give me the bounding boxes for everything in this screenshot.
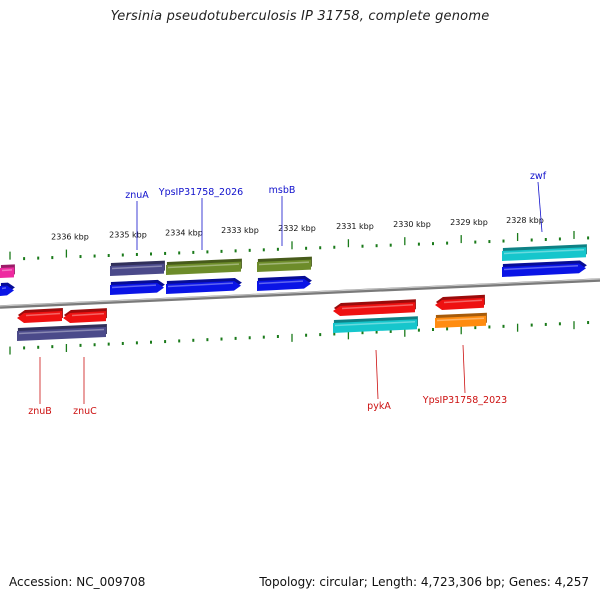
scale-label: 2332 kbp — [278, 224, 316, 233]
gene-highlight — [111, 265, 163, 270]
gene-highlight — [25, 312, 61, 317]
backbone-line — [0, 278, 600, 309]
scale-label: 2336 kbp — [51, 232, 89, 241]
gene-feature — [110, 279, 165, 295]
gene-feature — [166, 258, 242, 275]
gene-feature — [63, 308, 107, 323]
accession-text: Accession: NC_009708 — [9, 575, 146, 589]
gene-highlight — [503, 248, 585, 255]
gene-feature-layer — [0, 244, 587, 341]
gene-highlight — [503, 264, 579, 271]
gene-label-top: znuA — [125, 190, 149, 201]
gene-feature — [502, 260, 587, 277]
genome-backbone — [0, 278, 600, 309]
gene-feature — [435, 294, 485, 310]
gene-body — [0, 267, 14, 278]
bottom-label-leader — [375, 349, 379, 400]
scale-label: 2331 kbp — [336, 222, 374, 231]
gene-feature — [333, 299, 416, 316]
gene-label-top: msbB — [269, 185, 296, 196]
gene-highlight — [1, 269, 13, 272]
gene-feature — [166, 277, 242, 294]
gene-highlight — [258, 280, 304, 285]
gene-highlight — [341, 304, 414, 310]
gene-feature — [333, 316, 418, 333]
gene-highlight — [167, 282, 234, 288]
scale-label: 2334 kbp — [165, 228, 203, 237]
scale-label-layer: 2336 kbp 2335 kbp 2334 kbp 2333 kbp 2332 kbp… — [51, 216, 544, 242]
gene-highlight — [111, 284, 157, 289]
scale-label: 2328 kbp — [506, 216, 544, 225]
gene-highlight — [167, 263, 240, 269]
genome-summary-text: Topology: circular; Length: 4,723,306 bp… — [259, 575, 589, 589]
gene-label-layer: znuA YpsIP31758_2026 msbB zwf znuB znuC pykA Yp… — [28, 171, 546, 417]
gene-highlight — [18, 328, 105, 335]
scale-label: 2329 kbp — [450, 218, 488, 227]
gene-label-bottom: znuB — [28, 406, 52, 417]
gene-highlight — [334, 320, 416, 327]
gene-feature — [0, 264, 15, 278]
gene-highlight — [436, 317, 485, 322]
gene-highlight — [1, 287, 7, 290]
gene-feature — [17, 307, 63, 323]
gene-label-top: zwf — [530, 171, 547, 182]
gene-highlight — [443, 299, 483, 304]
gene-feature — [0, 282, 15, 296]
scale-label: 2333 kbp — [221, 226, 259, 235]
gene-label-bottom: pykA — [367, 401, 391, 412]
gene-feature — [257, 275, 312, 291]
gene-feature — [257, 256, 312, 272]
gene-highlight — [258, 261, 310, 266]
gene-feature — [502, 244, 587, 261]
scale-label: 2335 kbp — [109, 230, 147, 239]
map-title: Yersinia pseudotuberculosis IP 31758, co… — [110, 9, 490, 24]
top-label-leader — [537, 181, 543, 233]
scale-label: 2330 kbp — [393, 220, 431, 229]
gene-label-bottom: YpsIP31758_2023 — [422, 395, 507, 406]
gene-highlight — [71, 312, 105, 317]
tick-layer — [9, 230, 590, 355]
gene-feature — [435, 312, 487, 328]
backbone-highlight — [0, 278, 600, 307]
label-leader-layer — [39, 181, 543, 404]
gene-label-bottom: znuC — [73, 406, 97, 417]
gene-label-top: YpsIP31758_2026 — [158, 187, 243, 198]
bottom-label-leader — [462, 344, 466, 394]
gene-feature — [17, 323, 107, 341]
gene-feature — [110, 260, 165, 276]
